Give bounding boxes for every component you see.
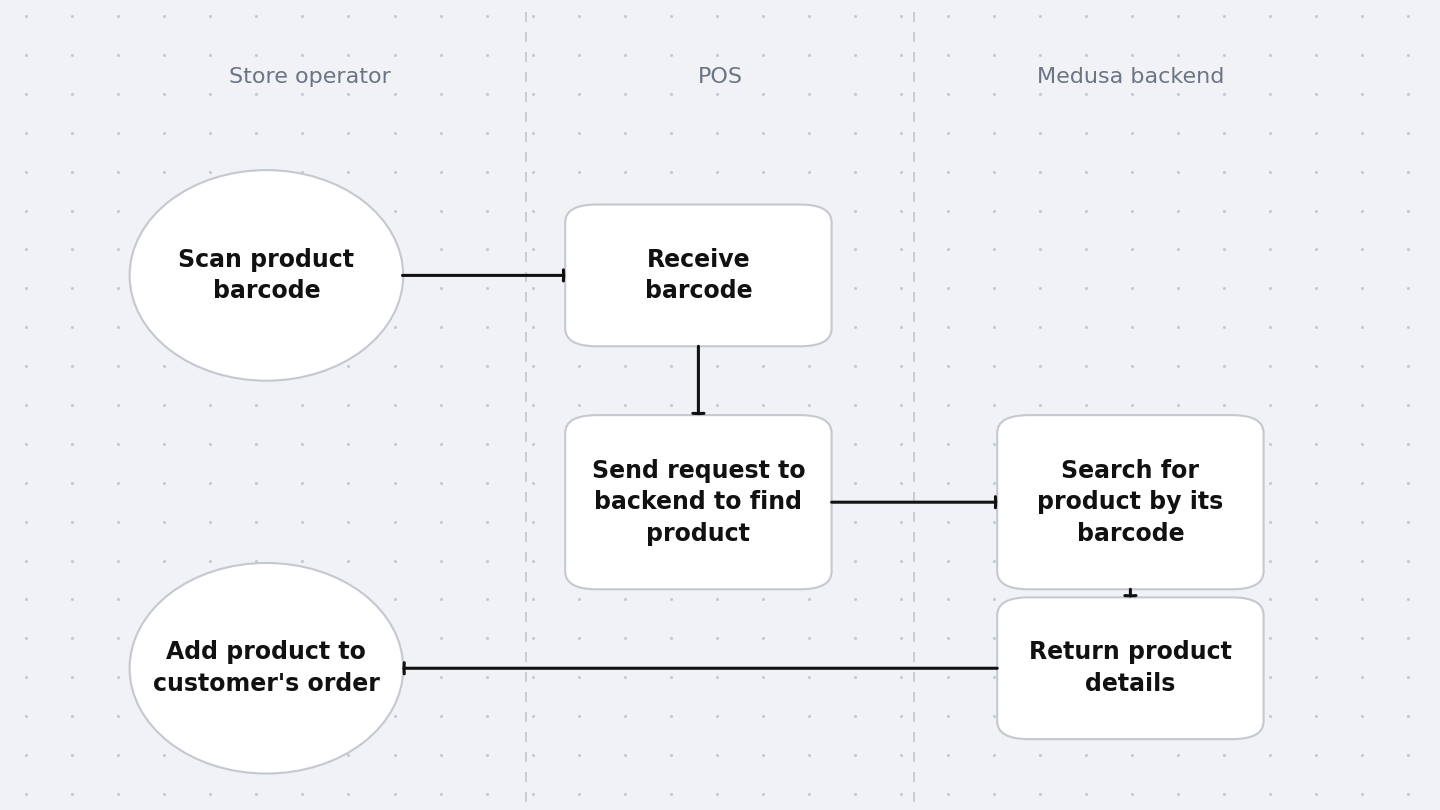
Text: Receive
barcode: Receive barcode: [645, 248, 752, 303]
Text: Add product to
customer's order: Add product to customer's order: [153, 641, 380, 696]
Text: Search for
product by its
barcode: Search for product by its barcode: [1037, 458, 1224, 546]
Ellipse shape: [130, 170, 403, 381]
FancyBboxPatch shape: [564, 415, 832, 590]
Text: Scan product
barcode: Scan product barcode: [179, 248, 354, 303]
FancyBboxPatch shape: [996, 598, 1264, 739]
FancyBboxPatch shape: [564, 204, 832, 347]
Text: Return product
details: Return product details: [1030, 641, 1231, 696]
Ellipse shape: [130, 563, 403, 774]
Text: Send request to
backend to find
product: Send request to backend to find product: [592, 458, 805, 546]
Text: POS: POS: [697, 67, 743, 87]
FancyBboxPatch shape: [996, 415, 1264, 590]
Text: Medusa backend: Medusa backend: [1037, 67, 1224, 87]
Text: Store operator: Store operator: [229, 67, 390, 87]
